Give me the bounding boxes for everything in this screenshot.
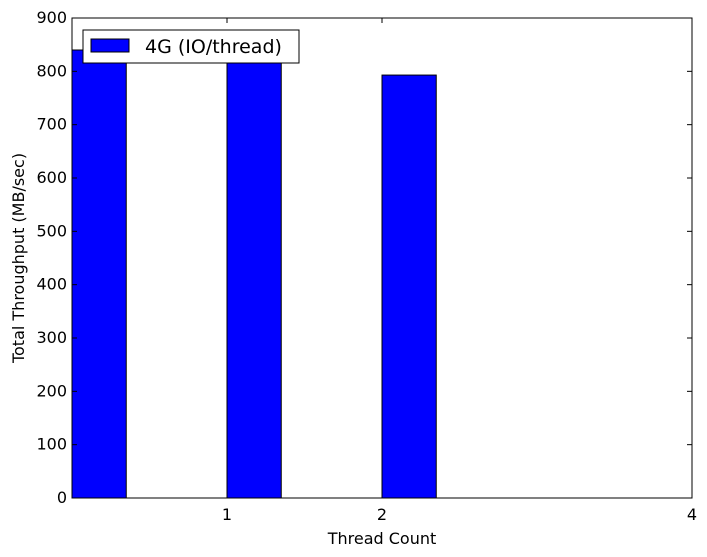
y-tick-label: 600 xyxy=(36,168,67,187)
x-tick-label: 2 xyxy=(377,505,387,524)
y-tick-label: 300 xyxy=(36,328,67,347)
y-tick-label: 200 xyxy=(36,381,67,400)
y-tick-label: 900 xyxy=(36,8,67,27)
y-axis-label: Total Throughput (MB/sec) xyxy=(9,153,28,364)
y-tick-label: 0 xyxy=(57,488,67,507)
x-tick-label: 4 xyxy=(687,505,697,524)
tick-group: 0 100 200 300 400 500 600 700 800 900 1 2 4 xyxy=(36,8,697,524)
legend: 4G (IO/thread) xyxy=(82,29,300,64)
bar xyxy=(226,49,282,499)
plot-frame xyxy=(71,17,693,499)
legend-box xyxy=(82,29,300,64)
x-axis-label: Thread Count xyxy=(327,529,437,548)
legend-label: 4G (IO/thread) xyxy=(145,36,282,58)
legend-swatch xyxy=(90,38,130,53)
bar xyxy=(71,49,127,499)
bar-group xyxy=(71,49,437,499)
y-tick-label: 400 xyxy=(36,275,67,294)
y-tick-label: 700 xyxy=(36,115,67,134)
y-tick-label: 100 xyxy=(36,435,67,454)
y-tick-label: 500 xyxy=(36,221,67,240)
bar xyxy=(381,74,437,499)
x-tick-label: 1 xyxy=(222,505,232,524)
y-tick-label: 800 xyxy=(36,61,67,80)
